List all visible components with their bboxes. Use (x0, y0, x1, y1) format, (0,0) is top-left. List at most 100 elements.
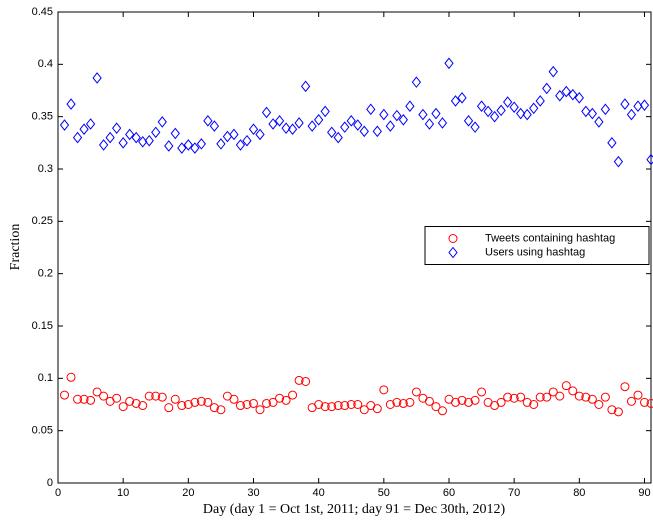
point (131, 398, 141, 408)
point (470, 395, 480, 405)
point (607, 137, 617, 149)
point (418, 108, 428, 121)
point (516, 107, 526, 120)
point (268, 397, 278, 407)
point (529, 400, 539, 409)
y-tick-label: 0.2 (38, 268, 53, 280)
point (437, 117, 448, 129)
point (196, 396, 206, 406)
point (300, 80, 311, 93)
point (398, 398, 408, 408)
point (353, 400, 363, 409)
point (555, 391, 565, 401)
point (503, 392, 513, 402)
point (392, 109, 402, 122)
point (131, 131, 141, 144)
point (151, 126, 161, 139)
point (405, 100, 415, 113)
point (177, 401, 187, 411)
point (157, 116, 167, 128)
point (411, 76, 422, 88)
point (275, 393, 285, 403)
point (555, 89, 565, 102)
y-tick-label: 0.45 (32, 6, 53, 18)
point (372, 125, 382, 138)
point (581, 105, 591, 118)
legend-label: Tweets containing hashtag (485, 232, 615, 244)
legend-marker (448, 234, 458, 243)
point (639, 397, 649, 407)
point (613, 407, 623, 417)
point (633, 390, 643, 400)
point (314, 114, 324, 126)
point (340, 401, 350, 411)
point (470, 121, 480, 133)
point (229, 128, 239, 141)
point (385, 400, 395, 409)
point (359, 405, 369, 415)
point (118, 137, 128, 149)
point (203, 115, 213, 127)
point (248, 398, 258, 408)
point (327, 402, 337, 412)
x-tick-label: 20 (182, 487, 194, 499)
point (366, 103, 376, 116)
point (353, 119, 363, 131)
point (626, 108, 637, 121)
point (66, 98, 76, 110)
point (157, 392, 167, 402)
point (92, 387, 102, 397)
point (646, 153, 653, 166)
point (151, 391, 161, 401)
point (320, 105, 330, 118)
point (288, 390, 298, 400)
point (138, 401, 148, 411)
point (646, 398, 653, 408)
x-tick-label: 40 (313, 487, 325, 499)
x-tick-label: 60 (443, 487, 455, 499)
point (196, 138, 207, 150)
point (542, 392, 552, 402)
point (548, 387, 558, 397)
point (190, 397, 200, 407)
point (483, 105, 493, 118)
point (203, 397, 213, 407)
point (496, 104, 506, 117)
point (379, 385, 389, 395)
point (437, 406, 447, 416)
point (477, 387, 487, 397)
point (125, 128, 135, 141)
point (496, 397, 506, 407)
point (535, 392, 545, 402)
x-tick-label: 90 (638, 487, 650, 499)
point (568, 88, 578, 101)
point (235, 139, 246, 151)
point (451, 397, 461, 407)
point (405, 397, 415, 407)
point (424, 118, 435, 130)
point (216, 405, 226, 415)
point (85, 118, 96, 130)
point (535, 95, 545, 107)
point (164, 140, 174, 152)
point (489, 110, 500, 123)
point (431, 402, 441, 412)
point (587, 394, 597, 404)
point (574, 92, 584, 104)
point (509, 101, 519, 114)
x-tick-label: 50 (378, 487, 390, 499)
point (281, 395, 291, 405)
point (607, 405, 617, 415)
point (112, 122, 122, 134)
y-tick-label: 0.35 (32, 111, 53, 123)
point (327, 126, 337, 139)
point (183, 400, 193, 409)
point (464, 397, 474, 407)
point (242, 134, 252, 147)
point (600, 103, 611, 116)
x-tick-label: 70 (508, 487, 520, 499)
point (333, 401, 343, 411)
point (60, 390, 70, 400)
point (125, 396, 135, 406)
y-axis-label: Fraction (8, 224, 23, 271)
